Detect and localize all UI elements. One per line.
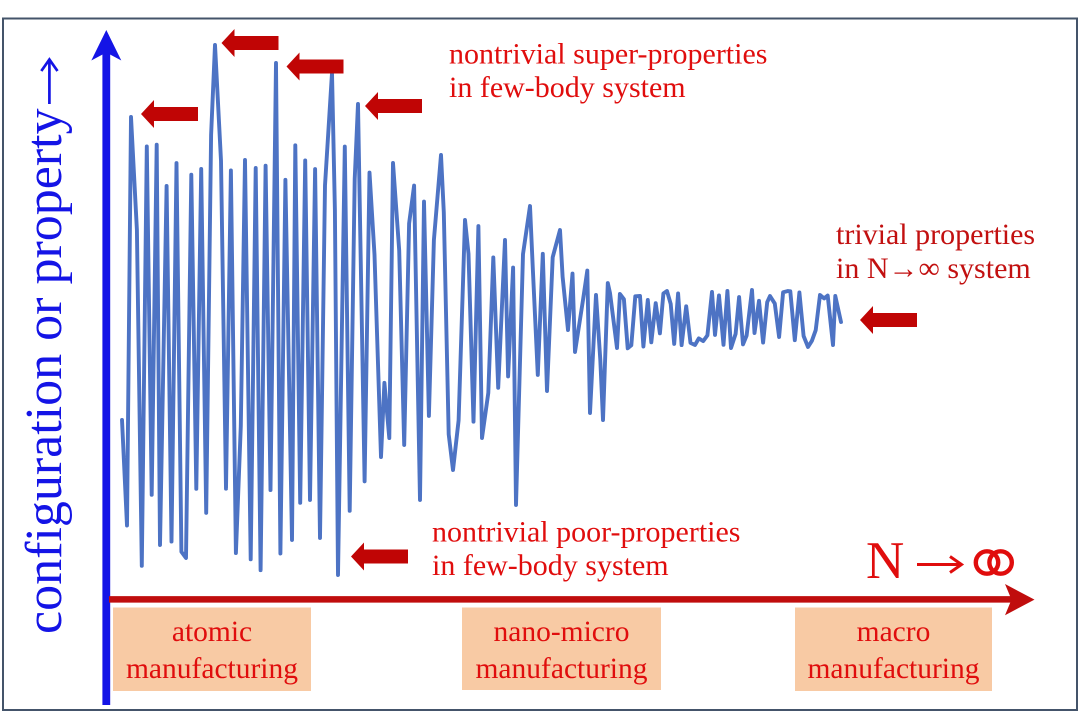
svg-text:in few-body system: in few-body system (449, 71, 686, 104)
svg-text:nontrivial poor-properties: nontrivial poor-properties (432, 516, 740, 549)
svg-text:in N→∞ system: in N→∞ system (836, 252, 1031, 285)
svg-text:macro: macro (857, 616, 931, 648)
svg-text:configuration or property: configuration or property (16, 108, 73, 634)
svg-text:manufacturing: manufacturing (475, 653, 647, 685)
svg-text:nano-micro: nano-micro (494, 616, 630, 648)
svg-text:N: N (866, 532, 904, 590)
svg-text:in few-body system: in few-body system (432, 549, 669, 582)
svg-text:manufacturing: manufacturing (807, 653, 979, 685)
svg-text:trivial properties: trivial properties (836, 218, 1035, 251)
svg-text:atomic: atomic (172, 616, 252, 648)
svg-text:manufacturing: manufacturing (126, 653, 298, 685)
svg-text:nontrivial super-properties: nontrivial super-properties (449, 38, 767, 71)
